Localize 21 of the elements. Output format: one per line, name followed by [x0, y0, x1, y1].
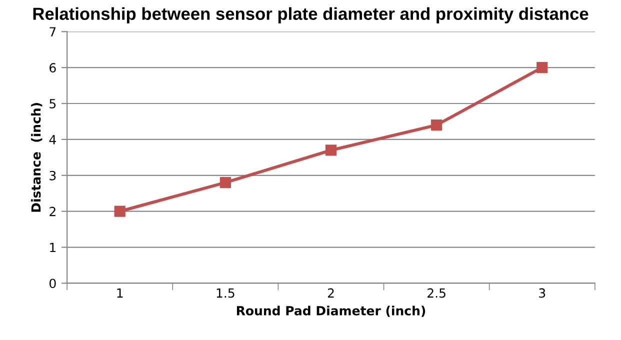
y-axis-title: Distance (inch)	[31, 103, 42, 212]
x-tick-label: 2.5	[428, 288, 446, 298]
point	[431, 120, 442, 131]
point	[220, 177, 231, 188]
y-tick-label: 0	[50, 278, 56, 288]
x-tick-label: 2	[328, 288, 334, 298]
x-tick-label: 1.5	[216, 288, 234, 298]
x-tick-label: 1	[117, 288, 123, 298]
x-tick-label: 3	[539, 288, 546, 298]
y-tick-label: 6	[50, 63, 56, 72]
y-tick-label: 5	[50, 99, 56, 108]
y-tick-label: 3	[50, 170, 56, 180]
chart-title: Relationship between sensor plate diameter and proximity distance	[33, 7, 588, 24]
y-tick-label: 2	[50, 206, 56, 216]
y-tick-label: 4	[49, 135, 56, 144]
x-axis-title: Round Pad Diameter (inch)	[236, 306, 426, 317]
point	[536, 62, 548, 74]
y-tick-label: 1	[50, 242, 56, 252]
point	[325, 144, 337, 156]
y-tick-label: 7	[50, 27, 56, 36]
point	[114, 206, 126, 217]
